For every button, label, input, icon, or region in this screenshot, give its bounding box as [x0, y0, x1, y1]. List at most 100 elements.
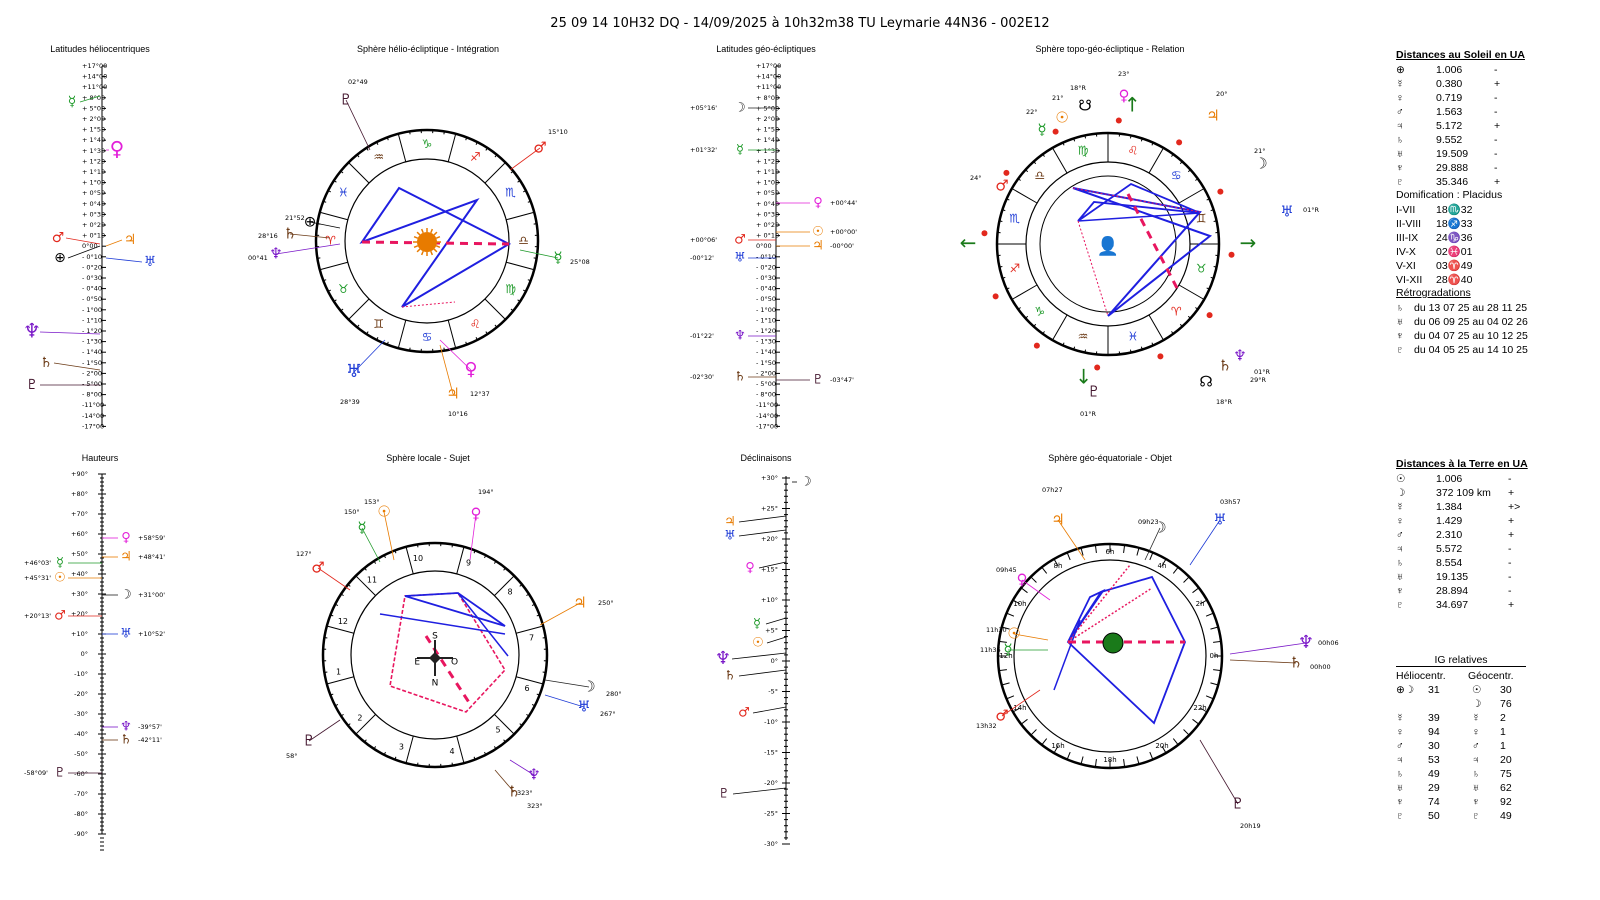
geo-glyph: ♀: [1472, 726, 1480, 738]
helio-planet-glyph: ♄: [283, 225, 296, 243]
local-planet-degree: 323°: [517, 789, 533, 797]
equat-hour-label: 6h: [1106, 548, 1115, 556]
hauteurs-tick-label: -20°: [74, 690, 88, 698]
topo-sphere-minor-tick: [1062, 342, 1065, 346]
helio-value: 30: [1428, 740, 1440, 752]
local-aspect-triangle: [404, 592, 506, 627]
house-number: 6: [525, 684, 530, 693]
house-marker-dot: [1157, 353, 1164, 360]
equat-hour-label: 0h: [1210, 652, 1219, 660]
ig-row: ♅ 29 ♅ 62: [1396, 781, 1536, 795]
planet-glyph: ♃: [1396, 543, 1404, 555]
sun-ray: [413, 235, 419, 239]
geo-lat-planet-glyph: ♆: [734, 329, 746, 344]
topo-sphere-sign-glyph: ♓: [1128, 330, 1139, 344]
equat-hour-tick: [1205, 612, 1214, 617]
topo-sphere-minor-tick: [999, 220, 1003, 223]
equat-hour-tick: [1066, 552, 1071, 561]
topo-sphere-sign-glyph: ♑: [1034, 305, 1045, 319]
hauteurs-planet-glyph: ♃: [120, 550, 132, 565]
local-planet-glyph: ☉: [377, 503, 390, 521]
planet-glyph: ♀: [1396, 515, 1404, 527]
earth-distance-row: ♄ 8.554 -: [1396, 556, 1596, 570]
house-number: 2: [357, 713, 362, 722]
equat-hour-tick: [1001, 682, 1010, 686]
hauteurs-value-label: +31°00': [138, 591, 165, 599]
topo-sphere-minor-tick: [1213, 220, 1217, 223]
topo-sphere-divider: [1011, 188, 1038, 204]
declinaison-tick-label: -10°: [764, 718, 778, 726]
geo-lat-value-label: +00°44': [830, 199, 857, 207]
helio-sphere-minor-tick: [494, 324, 498, 328]
topo-sphere-divider: [1148, 314, 1164, 341]
earth-distance-row: ♀ 1.429 +: [1396, 514, 1596, 528]
helio-lat-planet-line: [65, 237, 101, 245]
local-planet-glyph: ☽: [582, 678, 595, 696]
geo-value: 1: [1500, 726, 1506, 738]
geo-lat-tick-label: + 1°30: [756, 147, 779, 155]
declinaison-planet-glyph: ♃: [724, 515, 736, 530]
geo-lat-planet-glyph: ☿: [736, 143, 744, 158]
geo-lat-tick-label: - 0°40: [756, 285, 776, 293]
geo-lat-value-label: +00°00': [830, 228, 857, 236]
distance-value: 0.380: [1436, 78, 1463, 90]
planet-glyph: ♇: [1396, 599, 1404, 611]
helio-sphere-divider: [348, 298, 370, 320]
geo-lat-value-label: -03°47': [830, 376, 854, 384]
topo-planet-glyph: ☋: [1078, 97, 1091, 115]
hauteurs-value-label: -42°11': [138, 736, 162, 744]
topo-planet-glyph: ☉: [1055, 109, 1068, 127]
local-sphere-minor-tick: [330, 614, 334, 617]
helio-sphere-sign-glyph: ♉: [338, 282, 349, 296]
topo-sphere-divider: [1052, 314, 1068, 341]
hauteurs-tick-label: +70°: [71, 510, 88, 518]
sun-ray: [413, 245, 419, 249]
hauteurs-tick-label: +40°: [71, 570, 88, 578]
topo-sphere-sign-glyph: ♊: [1196, 212, 1207, 226]
topo-planet-degree: 18°R: [1070, 84, 1087, 92]
planet-glyph: ♇: [1396, 176, 1404, 188]
helio-value: 50: [1428, 810, 1440, 822]
topo-sphere-minor-tick: [1129, 135, 1132, 139]
geo-value: 30: [1500, 684, 1512, 696]
hauteurs-planet-glyph: ♄: [120, 733, 132, 748]
helio-glyph: ♅: [1396, 782, 1404, 794]
geo-glyph: ♅: [1472, 782, 1480, 794]
topo-sphere-minor-tick: [1129, 349, 1132, 353]
equat-hour-tick: [1094, 759, 1097, 768]
house-number: 5: [495, 726, 500, 735]
helio-lat-planet-glyph: ♃: [124, 232, 137, 248]
panel-title-hauteurs: Hauteurs: [81, 453, 119, 463]
local-sphere-divider: [326, 625, 354, 634]
distance-value: 35.346: [1436, 176, 1469, 188]
declinaison-planet-glyph: ☉: [752, 636, 764, 651]
topo-sphere-minor-tick: [1206, 287, 1210, 290]
local-aspect-pentagon: [389, 592, 506, 713]
declinaison-planet-glyph: ♇: [718, 787, 730, 802]
declinaison-tick-label: +15°: [761, 566, 778, 574]
panel-title-geo-lat: Latitudes géo-écliptiques: [716, 44, 816, 54]
house-number: 12: [338, 617, 348, 626]
local-sphere-minor-tick: [347, 723, 351, 726]
helio-lat-planet-line: [79, 95, 101, 103]
helio-lat-tick-label: + 5°00: [82, 104, 105, 112]
domification-row: V-XI 03♈49: [1396, 259, 1596, 273]
local-sphere-divider: [405, 736, 414, 764]
topo-sphere-divider: [1011, 284, 1038, 300]
declinaison-tick-label: +10°: [761, 596, 778, 604]
planet-glyph: ☿: [1396, 78, 1404, 90]
local-aspect-line: [457, 592, 509, 657]
declinaison-tick-label: -5°: [768, 688, 778, 696]
topo-sphere-minor-tick: [1171, 331, 1174, 335]
topo-sphere-core-ring: [1039, 175, 1177, 313]
local-planet-pointer: [509, 759, 535, 776]
helio-sphere-minor-tick: [386, 341, 389, 345]
equat-aspect-line: [1053, 619, 1081, 691]
hauteurs-planet-glyph: ♆: [120, 720, 132, 735]
ig-table: IG relatives Héliocentr. Géocentr. ⊕☽ 31 ☉…: [1396, 654, 1536, 823]
helio-sphere-divider: [484, 298, 506, 320]
helio-planet-glyph: ⊕: [304, 213, 317, 231]
helio-planet-pointer: [275, 243, 341, 255]
house-pair: III-IX: [1396, 232, 1419, 244]
local-planet-degree: 323°: [527, 802, 543, 810]
